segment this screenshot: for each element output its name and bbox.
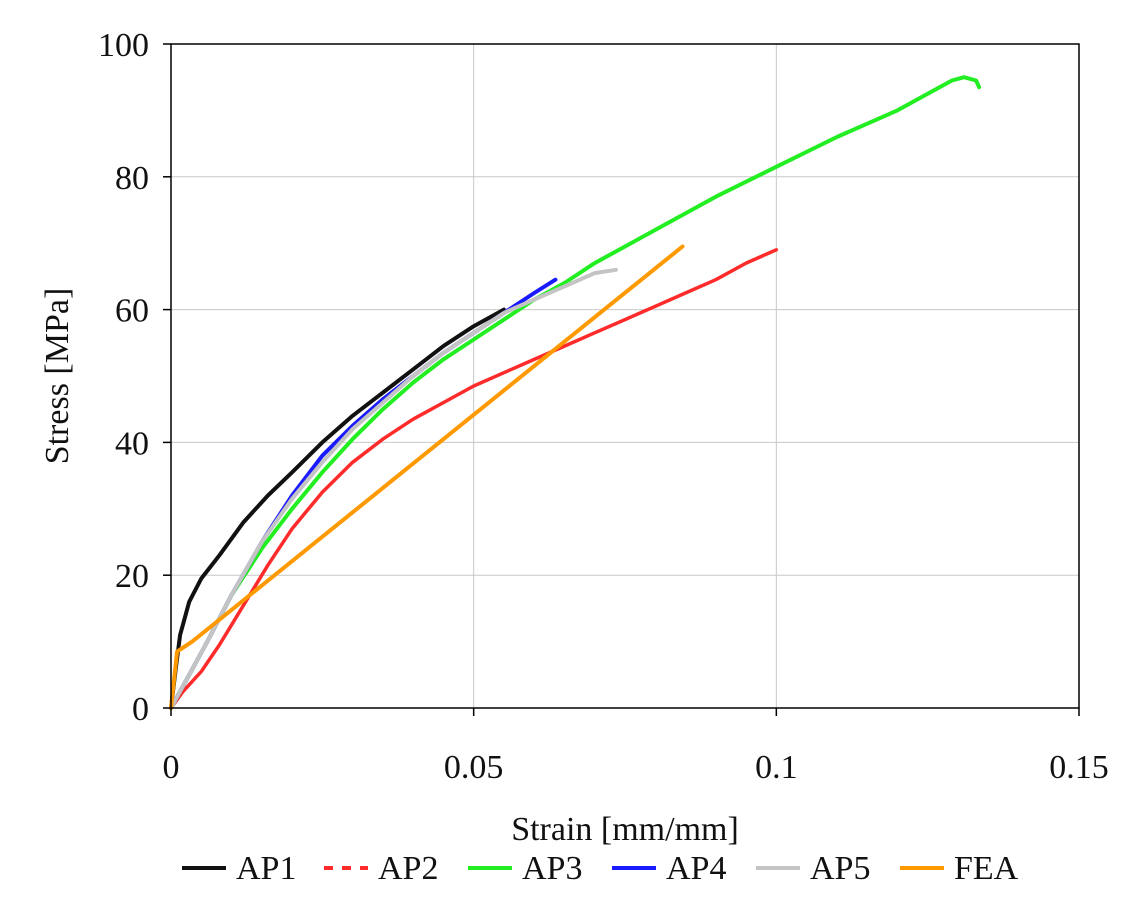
series-line-ap1 <box>169 307 506 710</box>
series-lines <box>169 75 982 710</box>
plot-area-frame <box>170 43 1080 709</box>
legend-label-ap5: AP5 <box>810 850 870 887</box>
x-tick-label: 0 <box>163 749 180 786</box>
series-line-ap3 <box>169 75 982 710</box>
x-axis-title: Strain [mm/mm] <box>511 811 739 848</box>
series-line-fea <box>169 244 685 710</box>
y-tick-label: 60 <box>115 293 149 330</box>
y-tick-label: 80 <box>115 160 149 197</box>
legend-label-ap3: AP3 <box>522 850 582 887</box>
grid-lines <box>171 43 1080 708</box>
series-line-ap4 <box>169 277 558 710</box>
y-tick-label: 20 <box>115 558 149 595</box>
x-tick-label: 0.15 <box>1049 749 1109 786</box>
series-line-ap2 <box>169 248 779 710</box>
legend-label-ap4: AP4 <box>666 850 726 887</box>
legend-label-ap1: AP1 <box>236 850 296 887</box>
legend-label-ap2: AP2 <box>378 850 438 887</box>
x-tick-label: 0.1 <box>755 749 798 786</box>
series-line-ap5 <box>169 267 618 710</box>
legend-label-fea: FEA <box>954 850 1019 887</box>
legend: AP1 AP2 AP3 AP4 AP5 FEA <box>182 850 1019 887</box>
y-axis-ticks: 0 20 40 60 80 100 <box>98 27 171 728</box>
x-tick-label: 0.05 <box>444 749 504 786</box>
y-tick-label: 100 <box>98 27 149 64</box>
y-tick-label: 40 <box>115 425 149 462</box>
y-axis-title: Stress [MPa] <box>39 288 76 465</box>
x-axis-ticks: 0 0.05 0.1 0.15 <box>163 708 1109 786</box>
y-tick-label: 0 <box>132 691 149 728</box>
